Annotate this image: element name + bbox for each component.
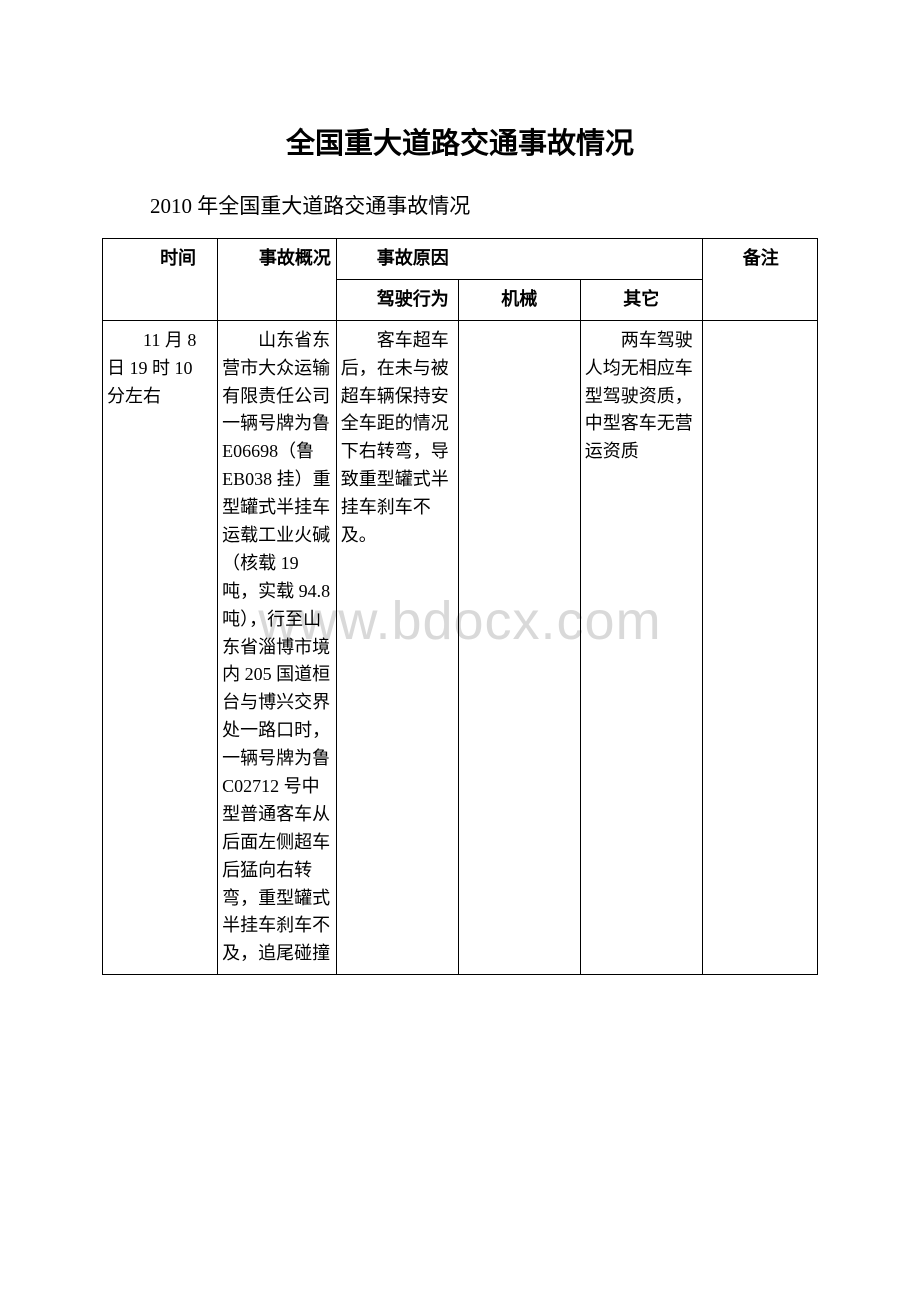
cell-driving-text: 客车超车后，在未与被超车辆保持安全车距的情况下右转弯，导致重型罐式半挂车刹车不及… xyxy=(341,327,454,550)
table-header-row-1: 时间 事故概况 事故原因 备注 xyxy=(103,239,818,280)
document-subtitle: 2010 年全国重大道路交通事故情况 xyxy=(150,190,818,220)
header-summary-label: 事故概况 xyxy=(222,245,332,273)
header-other-label: 其它 xyxy=(585,286,698,314)
accident-table: 时间 事故概况 事故原因 备注 驾驶行为 机械 xyxy=(102,238,818,975)
header-other: 其它 xyxy=(580,279,702,320)
cell-other: 两车驾驶人均无相应车型驾驶资质，中型客车无营运资质 xyxy=(580,320,702,974)
cell-summary: 山东省东营市大众运输有限责任公司一辆号牌为鲁 E06698（鲁 EB038 挂）… xyxy=(218,320,337,974)
header-driving: 驾驶行为 xyxy=(336,279,458,320)
table-header: 时间 事故概况 事故原因 备注 驾驶行为 机械 xyxy=(103,239,818,321)
cell-time-text: 11 月 8 日 19 时 10 分左右 xyxy=(107,327,213,411)
cell-driving: 客车超车后，在未与被超车辆保持安全车距的情况下右转弯，导致重型罐式半挂车刹车不及… xyxy=(336,320,458,974)
table-row: 11 月 8 日 19 时 10 分左右 山东省东营市大众运输有限责任公司一辆号… xyxy=(103,320,818,974)
header-mechanic-label: 机械 xyxy=(463,286,576,314)
page-container: 全国重大道路交通事故情况 2010 年全国重大道路交通事故情况 时间 事故概况 … xyxy=(0,0,920,1015)
header-time-label: 时间 xyxy=(107,245,213,273)
header-remark-label: 备注 xyxy=(707,245,813,273)
header-time: 时间 xyxy=(103,239,218,321)
cell-mechanic xyxy=(458,320,580,974)
table-body: 11 月 8 日 19 时 10 分左右 山东省东营市大众运输有限责任公司一辆号… xyxy=(103,320,818,974)
cell-time: 11 月 8 日 19 时 10 分左右 xyxy=(103,320,218,974)
header-mechanic: 机械 xyxy=(458,279,580,320)
header-cause-label: 事故原因 xyxy=(341,245,698,273)
header-driving-label: 驾驶行为 xyxy=(341,286,454,314)
cell-summary-text: 山东省东营市大众运输有限责任公司一辆号牌为鲁 E06698（鲁 EB038 挂）… xyxy=(222,327,332,968)
document-title: 全国重大道路交通事故情况 xyxy=(102,120,818,162)
cell-other-text: 两车驾驶人均无相应车型驾驶资质，中型客车无营运资质 xyxy=(585,327,698,466)
header-cause-group: 事故原因 xyxy=(336,239,702,280)
cell-remark xyxy=(702,320,817,974)
header-summary: 事故概况 xyxy=(218,239,337,321)
header-remark: 备注 xyxy=(702,239,817,321)
